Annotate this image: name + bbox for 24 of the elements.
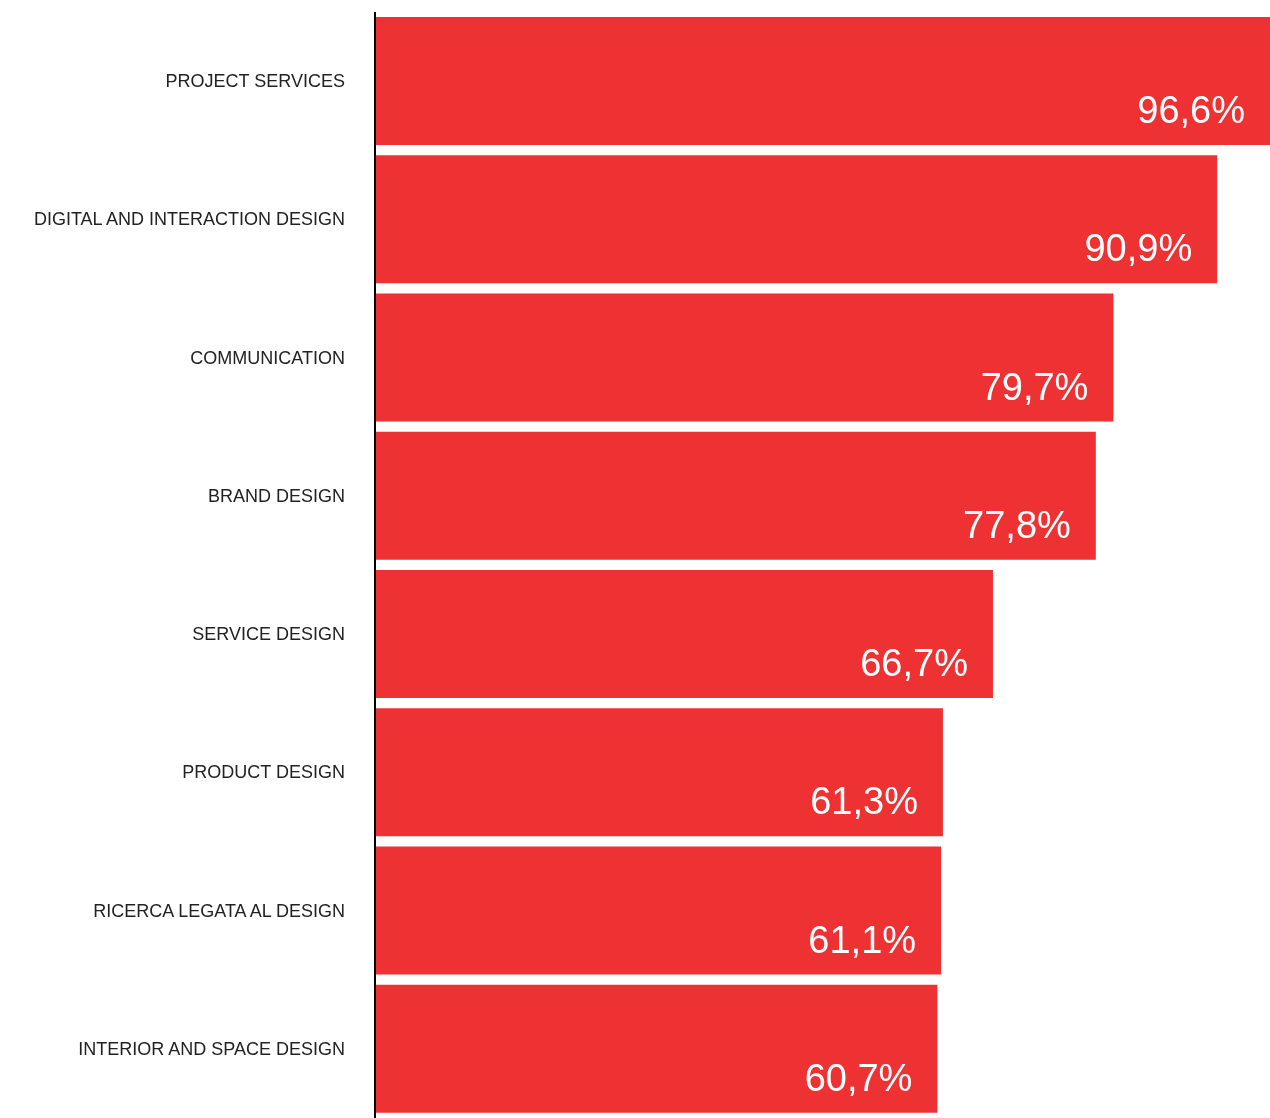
- y-tick-label: RICERCA LEGATA AL DESIGN: [93, 900, 345, 921]
- data-label: 61,3%: [810, 780, 918, 823]
- y-tick-label: DIGITAL AND INTERACTION DESIGN: [33, 209, 345, 230]
- bar: [375, 708, 943, 837]
- y-tick-label: INTERIOR AND SPACE DESIGN: [78, 1038, 345, 1059]
- data-label: 66,7%: [860, 642, 968, 684]
- y-tick-label: COMMUNICATION: [190, 347, 345, 368]
- data-label: 60,7%: [804, 1056, 913, 1099]
- bar: [375, 984, 938, 1113]
- bar: [375, 17, 1270, 145]
- data-label: 61,1%: [808, 918, 917, 961]
- y-tick-label: PRODUCT DESIGN: [182, 762, 345, 783]
- y-tick-label: BRAND DESIGN: [207, 485, 345, 506]
- bar: [375, 431, 1096, 560]
- data-label: 79,7%: [980, 365, 1089, 408]
- data-label: 77,8%: [963, 503, 1071, 546]
- y-tick-label: PROJECT SERVICES: [165, 71, 345, 92]
- data-label: 90,9%: [1084, 227, 1193, 270]
- bar: [375, 570, 993, 698]
- bar: [375, 293, 1114, 422]
- bar: [375, 846, 942, 975]
- bar: [375, 155, 1218, 284]
- data-label: 96,6%: [1137, 89, 1245, 131]
- y-tick-label: SERVICE DESIGN: [192, 624, 345, 645]
